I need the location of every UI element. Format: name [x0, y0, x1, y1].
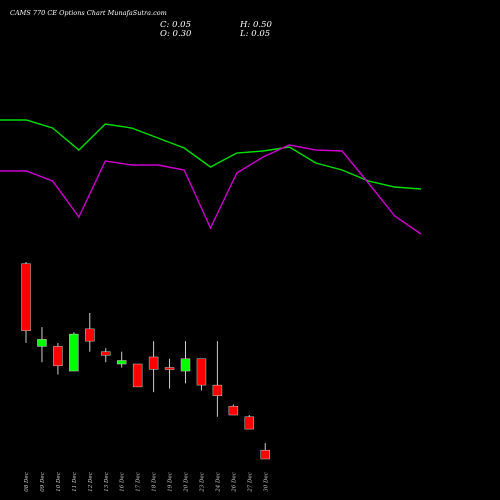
candle-body — [212, 384, 223, 396]
candle-body — [85, 328, 95, 342]
line-series-2 — [0, 144, 422, 235]
low-value: L: 0.05 — [240, 29, 271, 39]
candle-body — [37, 339, 47, 347]
x-tick-label: 24 Dec — [215, 472, 221, 493]
close-value: C: 0.05 — [160, 20, 191, 30]
x-tick-label: 30 Dec — [263, 472, 269, 492]
x-tick-label: 27 Dec — [247, 472, 253, 493]
x-tick-label: 09 Dec — [40, 472, 46, 492]
candle-body — [69, 333, 79, 372]
candlesticks — [21, 262, 270, 460]
x-tick-label: 17 Dec — [136, 472, 142, 492]
candle-body — [132, 363, 143, 388]
x-tick-label: 19 Dec — [168, 472, 174, 492]
line-series-1 — [0, 119, 422, 190]
candle-body — [196, 358, 207, 386]
open-value: O: 0.30 — [160, 29, 192, 39]
x-tick-label: 13 Dec — [104, 472, 110, 492]
x-tick-label: 16 Dec — [120, 472, 126, 492]
indicator-lines — [0, 119, 422, 235]
x-tick-label: 08 Dec — [24, 472, 30, 492]
candle-body — [21, 263, 31, 331]
x-tick-label: 23 Dec — [199, 472, 205, 493]
high-value: H: 0.50 — [240, 20, 272, 30]
candle-body — [53, 346, 63, 367]
x-axis-ticks: 08 Dec 09 Dec 10 Dec 11 Dec 12 Dec 13 Dec 16 D… — [24, 472, 269, 493]
candle-body — [101, 351, 111, 356]
x-tick-label: 26 Dec — [231, 472, 237, 493]
candle-body — [180, 358, 191, 372]
x-tick-label: 12 Dec — [88, 472, 94, 492]
candle-body — [228, 405, 239, 416]
candle-body — [148, 356, 159, 370]
candle-body — [164, 367, 175, 370]
x-tick-label: 11 Dec — [72, 472, 78, 492]
chart-title: CAMS 770 CE Options Chart MunafaSutra.co… — [10, 9, 167, 17]
candle-body — [116, 360, 127, 365]
candle-body — [244, 416, 255, 430]
x-tick-label: 10 Dec — [56, 472, 62, 492]
x-tick-label: 20 Dec — [184, 472, 190, 493]
candle-body — [260, 449, 270, 460]
x-tick-label: 18 Dec — [152, 472, 158, 492]
